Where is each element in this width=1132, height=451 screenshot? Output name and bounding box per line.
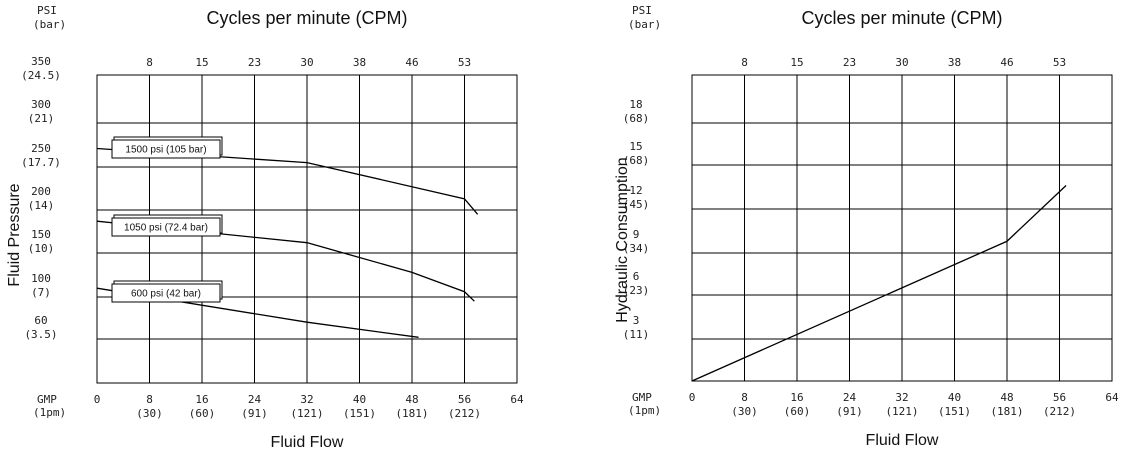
y-tick-label: 300 [31,98,51,111]
y-tick-sublabel: (34) [623,242,650,255]
x-tick-label: 0 [689,391,696,404]
x-tick-sublabel: (121) [290,407,323,420]
top-tick-label: 15 [195,56,208,69]
series-label-box [111,139,221,159]
top-tick-label: 46 [405,56,418,69]
x-tick-label: 32 [300,393,313,406]
x-tick-sublabel: (212) [448,407,481,420]
y-tick-label: 200 [31,185,51,198]
x-tick-sublabel: (181) [395,407,428,420]
y-tick-sublabel: (14) [28,199,55,212]
x-tick-label: 48 [405,393,418,406]
y-tick-label: 9 [633,228,640,241]
y-tick-sublabel: (17.7) [21,156,61,169]
x-tick-sublabel: (212) [1043,405,1076,418]
series-label-box [111,217,221,237]
x-tick-sublabel: (30) [731,405,758,418]
top-tick-label: 53 [1053,56,1066,69]
top-tick-label: 46 [1000,56,1013,69]
top-tick-label: 38 [948,56,961,69]
top-tick-label: 38 [353,56,366,69]
x-tick-sublabel: (151) [938,405,971,418]
y-unit-label: (bar) [33,18,66,31]
top-tick-label: 8 [146,56,153,69]
x-tick-label: 56 [458,393,471,406]
chart-title: Cycles per minute (CPM) [206,8,407,28]
x-unit-label: (1pm) [628,404,661,417]
y-tick-sublabel: (7) [31,286,51,299]
y-tick-sublabel: (11) [623,328,650,341]
y-tick-label: 15 [629,140,642,153]
x-unit-label: GMP [632,391,652,404]
x-tick-label: 0 [94,393,101,406]
y-tick-label: 250 [31,142,51,155]
x-tick-label: 40 [948,391,961,404]
top-tick-label: 8 [741,56,748,69]
y-unit-label: PSI [37,4,57,17]
y-tick-sublabel: (3.5) [24,328,57,341]
chart-title: Cycles per minute (CPM) [801,8,1002,28]
top-tick-label: 23 [843,56,856,69]
x-tick-sublabel: (151) [343,407,376,420]
series-label: 1500 psi (105 bar) [125,145,206,156]
x-tick-label: 24 [248,393,262,406]
y-tick-sublabel: (24.5) [21,69,61,82]
y-tick-sublabel: (23) [623,284,650,297]
x-tick-label: 8 [741,391,748,404]
x-tick-label: 8 [146,393,153,406]
series-line [691,185,1067,382]
top-tick-label: 53 [458,56,471,69]
y-tick-label: 6 [633,270,640,283]
x-tick-label: 56 [1053,391,1066,404]
x-tick-label: 16 [195,393,208,406]
y-tick-sublabel: (45) [623,198,650,211]
y-tick-label: 18 [629,98,642,111]
y-tick-sublabel: (68) [623,154,650,167]
x-tick-label: 64 [1105,391,1119,404]
y-tick-label: 350 [31,55,51,68]
x-tick-label: 64 [510,393,524,406]
x-tick-sublabel: (30) [136,407,163,420]
top-tick-label: 23 [248,56,261,69]
series-label: 600 psi (42 bar) [131,289,201,300]
series-label-box [111,283,221,303]
chart-hydraulic-consumption: Cycles per minute (CPM)8 15 23 30 38 46 53PSI(… [614,4,1119,449]
y-tick-label: 100 [31,272,51,285]
top-tick-label: 30 [895,56,908,69]
top-tick-label: 30 [300,56,313,69]
x-unit-label: (1pm) [33,406,66,419]
x-tick-label: 16 [790,391,803,404]
y-tick-label: 12 [629,184,642,197]
y-unit-label: PSI [632,4,652,17]
top-tick-label: 15 [790,56,803,69]
x-tick-sublabel: (60) [189,407,216,420]
x-tick-sublabel: (121) [885,405,918,418]
y-tick-label: 3 [633,314,640,327]
x-axis-title: Fluid Flow [271,434,344,451]
y-tick-sublabel: (10) [28,242,55,255]
series-line [96,220,475,302]
x-tick-label: 24 [843,391,857,404]
x-unit-label: GMP [37,393,57,406]
chart-fluid-pressure: Cycles per minute (CPM)8 15 23 30 38 46 53PSI(… [6,4,524,451]
x-tick-label: 32 [895,391,908,404]
y-axis-title: Hydraulic Consumption [614,157,631,322]
x-tick-sublabel: (181) [990,405,1023,418]
y-tick-sublabel: (68) [623,112,650,125]
series-label: 1050 psi (72.4 bar) [124,223,208,234]
y-tick-sublabel: (21) [28,112,55,125]
x-tick-label: 48 [1000,391,1013,404]
y-tick-label: 150 [31,228,51,241]
y-axis-title: Fluid Pressure [6,183,23,286]
x-tick-sublabel: (91) [836,405,863,418]
x-tick-sublabel: (91) [241,407,268,420]
x-tick-label: 40 [353,393,366,406]
x-axis-title: Fluid Flow [866,432,939,449]
y-unit-label: (bar) [628,18,661,31]
x-tick-sublabel: (60) [784,405,811,418]
y-tick-label: 60 [34,314,47,327]
